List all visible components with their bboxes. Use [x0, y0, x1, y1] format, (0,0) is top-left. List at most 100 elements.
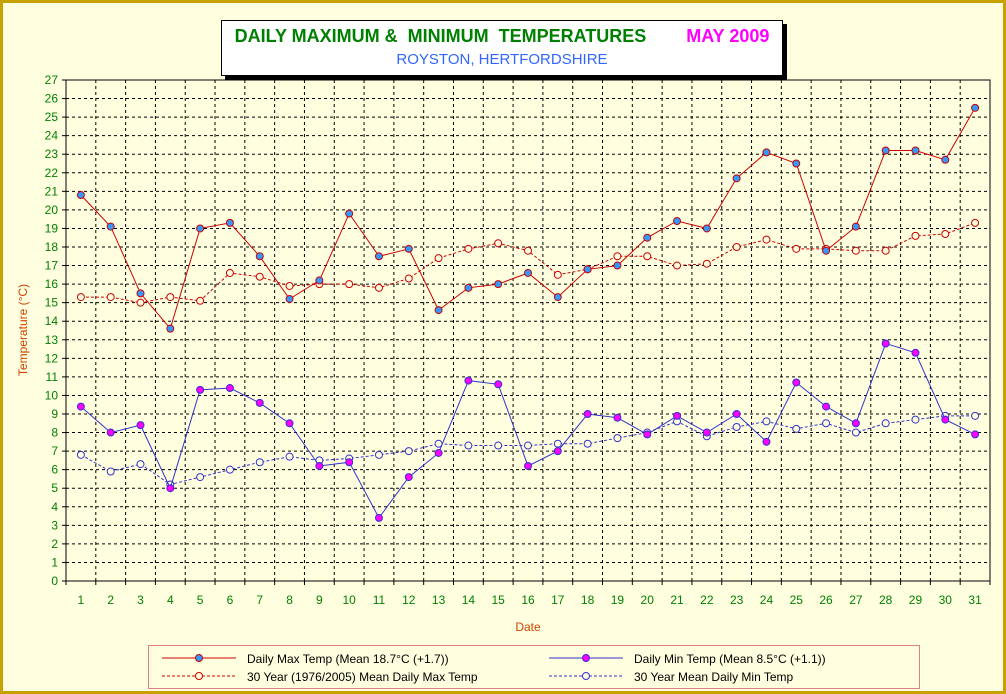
series-30yr-max-point: [643, 252, 652, 261]
series-daily-max-point: [941, 155, 950, 164]
series-daily-max-point: [553, 293, 562, 302]
series-30yr-min-point: [971, 411, 980, 420]
y-tick-label: 25: [45, 110, 59, 124]
series-30yr-min-point: [374, 450, 383, 459]
series-daily-min-point: [345, 458, 354, 467]
series-daily-max-point: [464, 283, 473, 292]
series-daily-max-point: [285, 294, 294, 303]
series-30yr-max-point: [76, 293, 85, 302]
series-daily-min-point: [881, 339, 890, 348]
series-30yr-max-point: [494, 239, 503, 248]
plot-area: [66, 80, 990, 581]
y-tick-label: 19: [45, 221, 59, 235]
series-30yr-max-point: [524, 246, 532, 255]
series-30yr-min-point: [881, 419, 890, 428]
x-tick-label: 29: [909, 593, 923, 607]
series-daily-max-point: [196, 224, 205, 233]
x-tick-label: 22: [700, 593, 714, 607]
series-daily-max-point: [792, 159, 801, 168]
series-daily-max-point: [255, 252, 264, 261]
series-30yr-max-point: [971, 218, 980, 227]
chart-subtitle: ROYSTON, HERTFORDSHIRE: [396, 51, 608, 68]
x-tick-label: 30: [939, 593, 953, 607]
series-daily-max-point: [583, 265, 592, 274]
series-30yr-min-point: [255, 458, 264, 467]
series-daily-min-point: [464, 376, 473, 385]
series-30yr-min-point: [494, 441, 503, 450]
y-tick-label: 16: [45, 277, 59, 291]
plot-border: [65, 79, 991, 582]
series-daily-max-point: [732, 174, 741, 183]
series-daily-max-point: [374, 252, 383, 261]
y-tick-label: 5: [51, 481, 58, 495]
series-daily-max-point: [643, 233, 652, 242]
y-tick-label: 27: [45, 73, 59, 87]
x-tick-label: 20: [641, 593, 655, 607]
series-daily-max-point: [971, 103, 980, 112]
x-tick-label: 12: [402, 593, 416, 607]
series: [76, 103, 980, 522]
series-30yr-min-point: [911, 415, 920, 424]
series-daily-min-point: [762, 437, 771, 446]
series-30yr-max-point: [345, 280, 354, 289]
series-daily-max-point: [494, 280, 503, 289]
series-30yr-min-point: [553, 439, 562, 448]
series-daily-min-point: [166, 484, 175, 493]
x-tick-label: 8: [286, 593, 293, 607]
series-daily-max-point: [911, 146, 920, 155]
series-30yr-max-point: [106, 293, 115, 302]
series-30yr-min-point: [285, 452, 294, 461]
x-tick-label: 25: [790, 593, 804, 607]
x-tick-label: 21: [670, 593, 684, 607]
y-tick-label: 15: [45, 296, 59, 310]
series-daily-max-point: [673, 217, 682, 226]
series-30yr-min-point: [136, 460, 145, 469]
series-daily-max-point: [166, 324, 175, 333]
series-daily-min-point: [404, 473, 413, 482]
series-30yr-min-point: [851, 428, 860, 437]
series-daily-min-point: [136, 421, 145, 430]
y-tick-label: 2: [51, 537, 58, 551]
x-tick-label: 6: [227, 593, 234, 607]
grid: [66, 80, 990, 581]
series-daily-min-point: [196, 385, 205, 394]
series-30yr-max: [76, 218, 980, 307]
series-daily-min-point: [643, 430, 652, 439]
series-30yr-max-point: [881, 246, 890, 255]
series-daily-min-point: [971, 430, 980, 439]
series-30yr-max-point: [673, 261, 682, 270]
legend-label-min: Daily Min Temp (Mean 8.5°C (+1.1)): [634, 652, 826, 666]
legend-label-max: Daily Max Temp (Mean 18.7°C (+1.7)): [247, 652, 449, 666]
series-daily-max: [76, 103, 980, 333]
series-30yr-max-point: [285, 281, 294, 290]
series-daily-min-point: [315, 461, 324, 470]
x-tick-label: 19: [611, 593, 625, 607]
series-daily-max-point: [881, 146, 890, 155]
series-daily-max-point: [404, 244, 413, 253]
series-30yr-min-point: [106, 467, 115, 476]
x-tick-label: 24: [760, 593, 774, 607]
series-daily-min-point: [255, 398, 264, 407]
series-30yr-max-point: [464, 244, 473, 253]
legend-label-max-30yr: 30 Year (1976/2005) Mean Daily Max Temp: [247, 670, 478, 684]
x-tick-label: 1: [78, 593, 85, 607]
series-daily-min-point: [702, 428, 711, 437]
y-tick-label: 23: [45, 147, 59, 161]
y-tick-label: 1: [51, 555, 58, 569]
series-daily-min-point: [673, 411, 682, 420]
series-30yr-min-point: [404, 447, 413, 456]
y-tick-label: 26: [45, 92, 59, 106]
series-30yr-max-point: [404, 274, 413, 283]
series-daily-max-point: [345, 209, 354, 218]
y-tick-label: 17: [45, 259, 59, 273]
series-30yr-min-point: [196, 473, 205, 482]
series-30yr-max-point: [762, 235, 771, 244]
series-30yr-max-point: [196, 296, 205, 305]
chart-title: DAILY MAXIMUM & MINIMUM TEMPERATURES MAY…: [222, 26, 782, 47]
x-tick-label: 28: [879, 593, 893, 607]
series-30yr-max-point: [732, 243, 741, 251]
series-30yr-max-point: [553, 270, 562, 279]
series-30yr-max-point: [225, 268, 234, 277]
title-main: DAILY MAXIMUM & MINIMUM TEMPERATURES: [234, 26, 647, 46]
series-daily-max-point: [524, 268, 532, 277]
